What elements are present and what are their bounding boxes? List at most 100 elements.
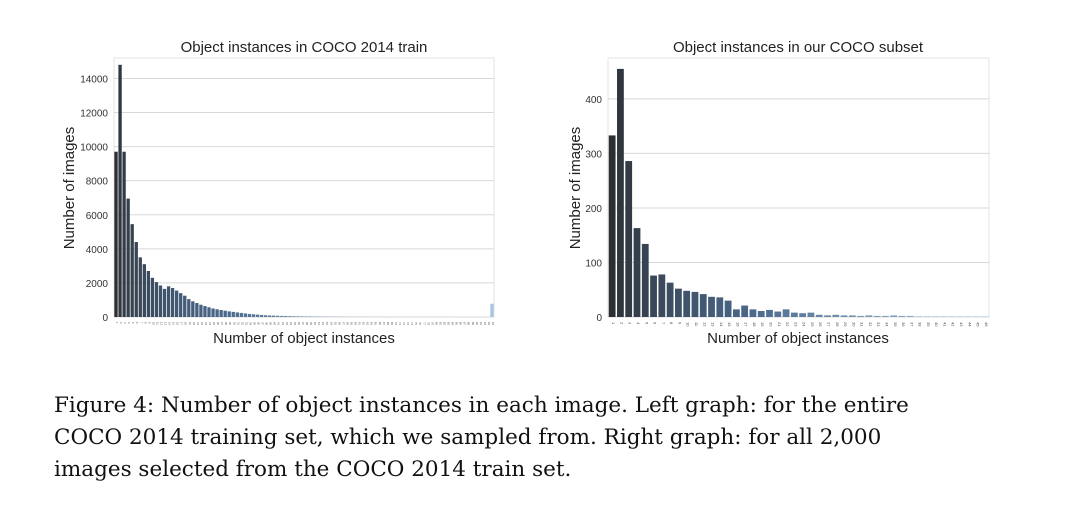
y-tick-label: 6000 — [86, 211, 109, 222]
x-tick-label: 43 — [959, 322, 964, 327]
bar — [708, 296, 715, 317]
x-tick-label: 17 — [180, 322, 184, 325]
x-tick-label: 34 — [884, 322, 889, 327]
x-tick-label: 82 — [442, 322, 446, 325]
x-tick-label: 22 — [200, 322, 204, 325]
x-tick-label: 86 — [459, 322, 463, 325]
y-tick-label: 0 — [102, 313, 108, 324]
x-tick-label: 28 — [835, 322, 840, 327]
x-tick-label: 27 — [220, 322, 224, 325]
x-tick-label: 83 — [447, 322, 451, 325]
bar — [292, 316, 296, 317]
x-tick-label: 28 — [224, 322, 228, 325]
x-tick-label: 51 — [317, 322, 321, 325]
x-tick-label: 24 — [208, 322, 212, 325]
x-tick-label: 60 — [354, 322, 358, 325]
x-tick-label: 25 — [810, 322, 815, 327]
x-tick-label: 41 — [942, 322, 947, 327]
x-tick-label: 27 — [826, 322, 831, 327]
x-tick-label: 19 — [188, 322, 192, 325]
x-tick-label: 4 — [127, 322, 131, 324]
x-tick-label: 49 — [309, 322, 313, 325]
bar — [799, 313, 807, 317]
x-tick-label: 7 — [661, 322, 666, 325]
x-tick-label: 79 — [430, 322, 434, 325]
x-tick-label: 47 — [301, 322, 305, 325]
bar — [782, 309, 790, 317]
x-tick-label: 88 — [467, 322, 471, 325]
bar — [699, 294, 707, 317]
bar — [724, 300, 732, 317]
x-tick-label: 18 — [184, 322, 188, 325]
bar — [931, 316, 939, 317]
bar — [857, 315, 865, 317]
bar — [716, 297, 724, 317]
x-tick-label: 6 — [653, 322, 658, 325]
x-tick-label: 78 — [426, 322, 430, 325]
x-tick-label: 57 — [341, 322, 345, 325]
x-tick-label: 85 — [455, 322, 459, 325]
x-tick-label: 42 — [951, 322, 956, 327]
bar — [890, 315, 898, 317]
bar — [146, 270, 151, 317]
bar — [114, 151, 118, 317]
bar — [308, 316, 312, 317]
bar — [641, 243, 649, 317]
bar — [179, 293, 183, 317]
x-tick-label: 19 — [760, 322, 765, 327]
bar — [490, 303, 494, 317]
bar — [272, 315, 276, 317]
x-tick-label: 75 — [414, 322, 418, 325]
bar — [166, 286, 171, 317]
x-tick-label: 55 — [333, 322, 337, 325]
bar — [158, 285, 163, 317]
bar — [235, 312, 239, 317]
x-tick-label: 29 — [843, 322, 848, 327]
x-tick-label: 77 — [422, 322, 426, 325]
bar — [183, 295, 187, 317]
bar — [790, 312, 798, 317]
x-tick-label: 33 — [876, 322, 881, 327]
bar — [231, 311, 235, 317]
x-tick-label: 42 — [281, 322, 285, 325]
x-tick-label: 45 — [976, 322, 981, 327]
bar — [122, 151, 126, 317]
x-tick-label: 41 — [277, 322, 281, 325]
x-tick-label: 73 — [406, 322, 410, 325]
bar — [948, 316, 956, 317]
x-tick-label: 23 — [793, 322, 798, 327]
x-tick-label: 33 — [244, 322, 248, 325]
x-tick-label: 1 — [611, 322, 616, 325]
bar — [118, 64, 122, 317]
x-tick-label: 84 — [451, 322, 455, 325]
x-tick-label: 23 — [204, 322, 208, 325]
x-tick-label: 66 — [378, 322, 382, 325]
bar — [203, 306, 207, 317]
bar — [150, 277, 155, 317]
x-tick-label: 11 — [155, 322, 159, 325]
x-tick-label: 46 — [297, 322, 301, 325]
bar — [923, 316, 931, 317]
x-tick-label: 43 — [285, 322, 289, 325]
bar — [749, 309, 757, 317]
x-tick-label: 10 — [686, 322, 691, 327]
x-tick-label: 44 — [289, 322, 293, 325]
bar — [824, 315, 831, 317]
left-y-axis-label: Number of images — [61, 127, 78, 250]
bar — [940, 316, 947, 317]
x-tick-label: 40 — [934, 322, 939, 327]
bar — [807, 312, 815, 317]
x-tick-label: 36 — [901, 322, 906, 327]
y-tick-label: 10000 — [80, 143, 108, 154]
x-tick-label: 30 — [851, 322, 856, 327]
bar — [267, 315, 272, 317]
bar — [873, 315, 881, 317]
bar — [304, 316, 308, 317]
x-tick-label: 4 — [636, 322, 641, 325]
x-tick-label: 56 — [337, 322, 341, 325]
bar — [832, 314, 840, 317]
bar — [126, 198, 130, 317]
x-tick-label: 58 — [345, 322, 349, 325]
bar — [215, 309, 219, 317]
